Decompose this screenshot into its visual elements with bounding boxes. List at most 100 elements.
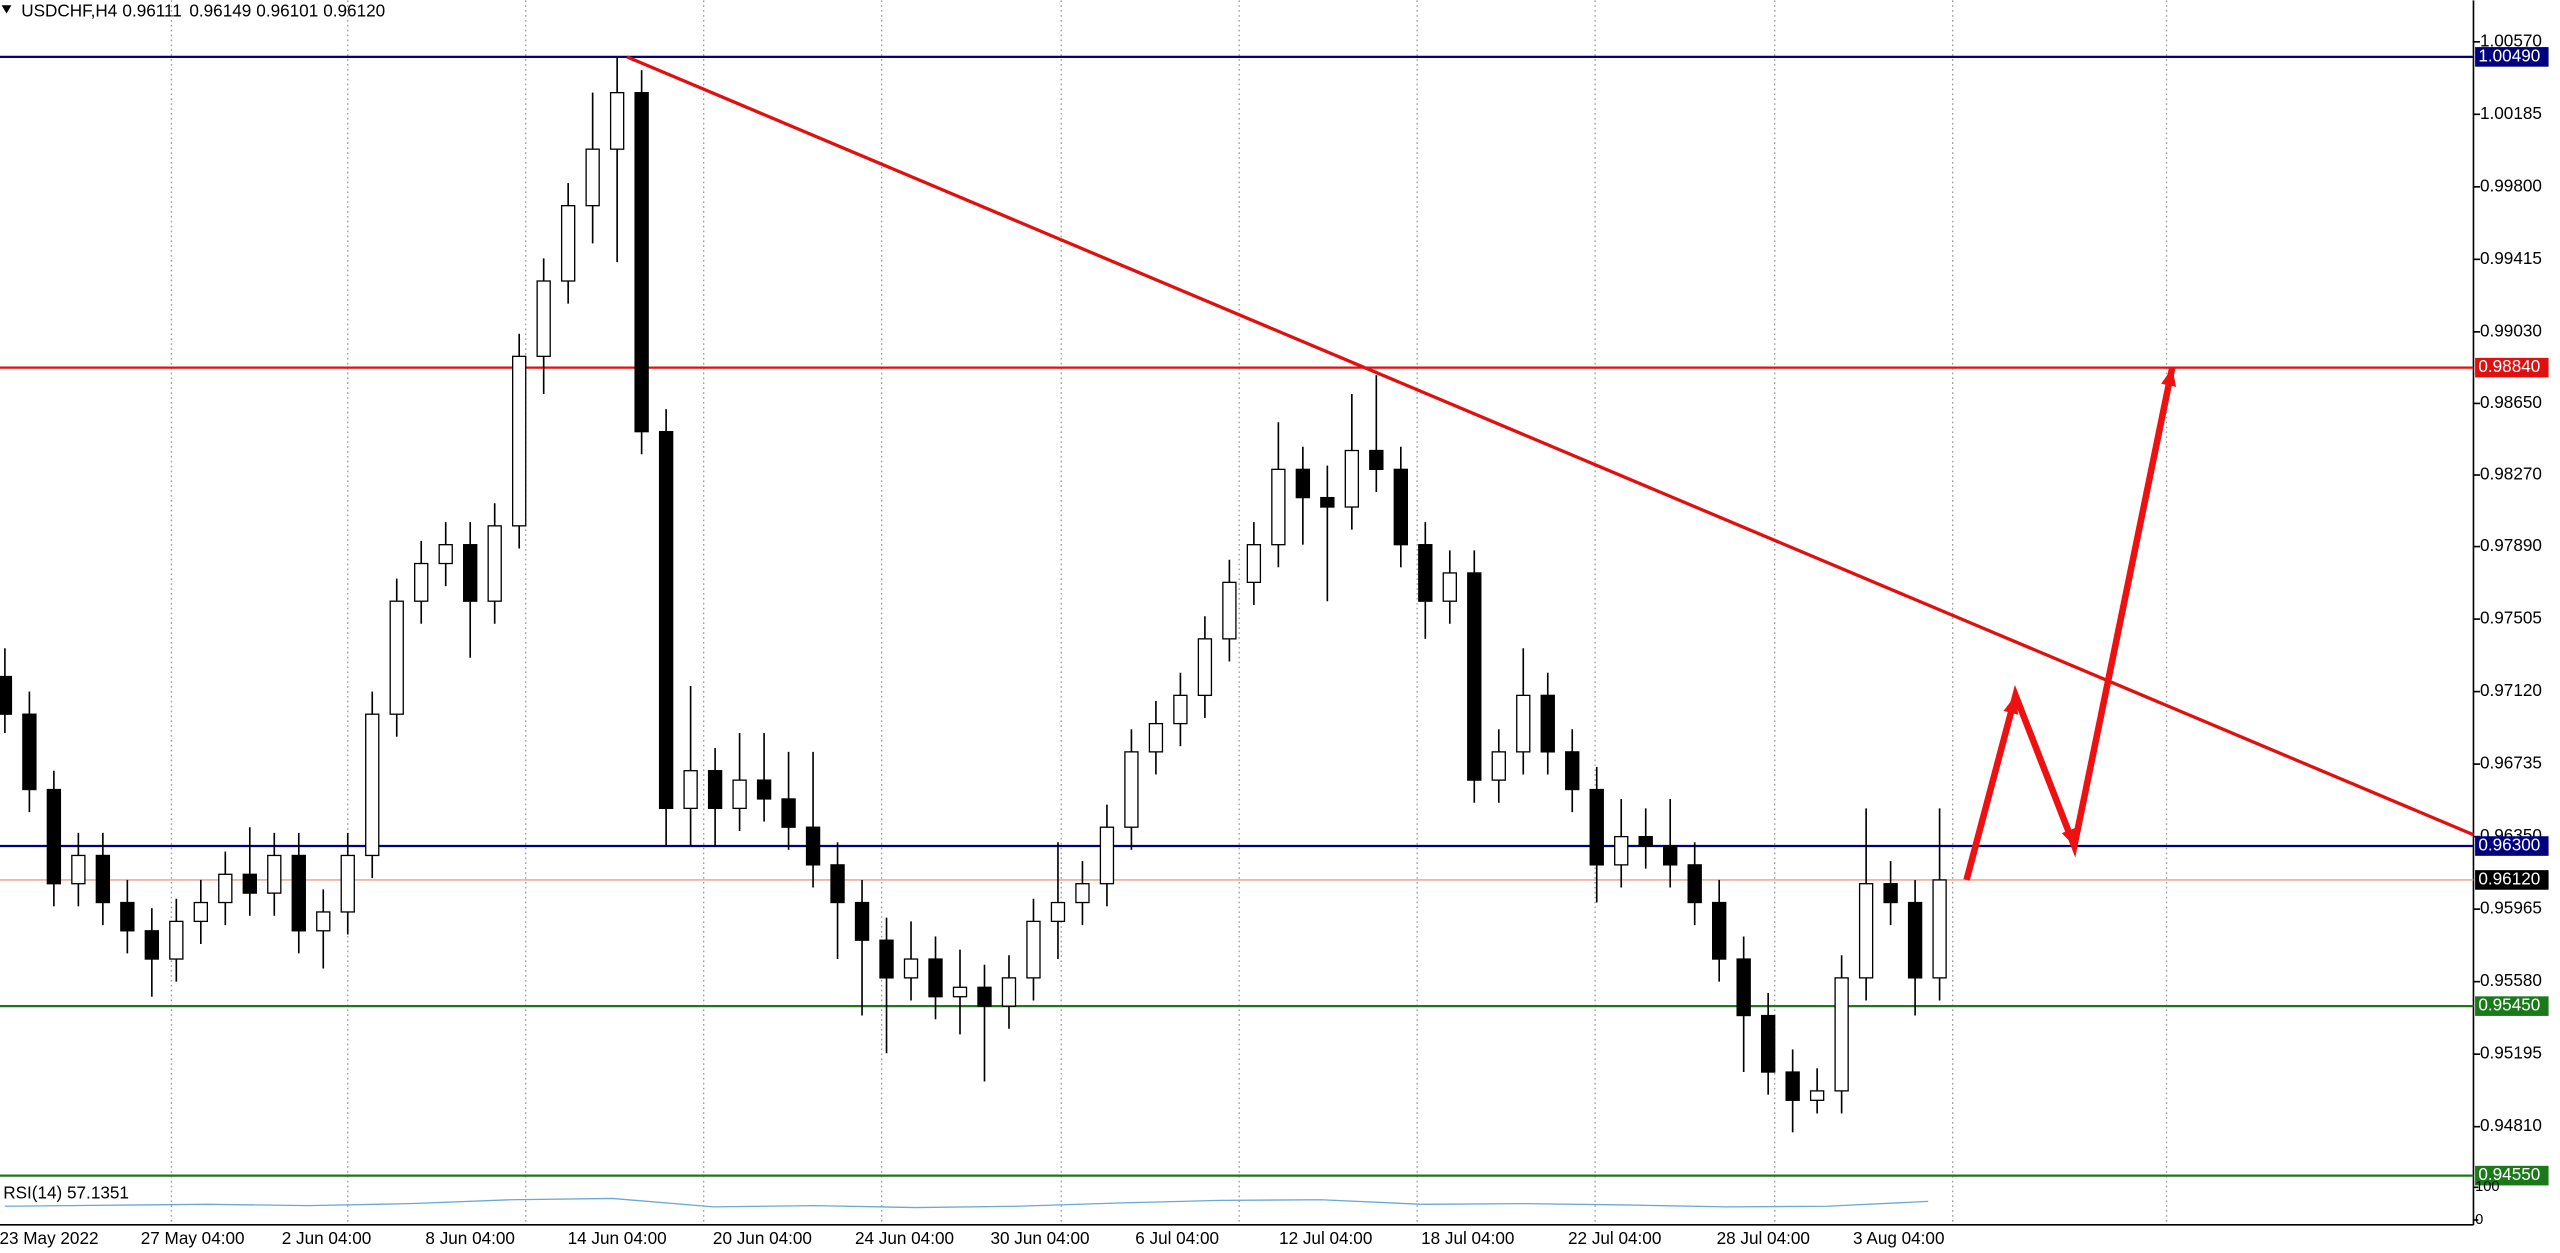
candle-body: [463, 544, 478, 602]
candle-body: [22, 713, 37, 791]
candle-body: [291, 854, 306, 932]
x-tick-label: 6 Jul 04:00: [1135, 1228, 1219, 1248]
x-tick-label: 12 Jul 04:00: [1279, 1228, 1372, 1248]
y-tick-label: 1.00570: [2480, 30, 2542, 50]
candle-body: [1099, 826, 1115, 885]
candle-body: [1785, 1071, 1800, 1101]
quote-close: 0.96120: [323, 0, 385, 20]
candle-body: [928, 958, 943, 998]
candle-body: [1883, 883, 1898, 904]
candle-body: [1834, 977, 1849, 1092]
y-tick-label: 0.94810: [2480, 1115, 2542, 1135]
rsi-label: RSI(14) 57.1351: [3, 1182, 129, 1202]
candle-body: [1320, 496, 1335, 508]
candle-body: [1736, 958, 1751, 1017]
candle-body: [1589, 788, 1604, 866]
forecast-arrow: [1963, 366, 2176, 881]
level-tag: [2475, 47, 2549, 67]
y-tick-label: 0.96735: [2480, 753, 2542, 773]
candle-body: [830, 864, 845, 904]
candle-body: [71, 854, 86, 885]
trendline: [626, 55, 2475, 837]
candle-body: [903, 958, 919, 979]
x-tick-label: 28 Jul 04:00: [1717, 1228, 1810, 1248]
symbol: USDCHF,H4: [21, 0, 118, 20]
candle-body: [707, 770, 723, 810]
candle-body: [560, 205, 576, 282]
candle-body: [1638, 835, 1653, 847]
y-tick-label: 1.00185: [2480, 103, 2542, 123]
candle-body: [95, 854, 111, 904]
level-label: 0.94550: [2478, 1164, 2540, 1184]
candle-body: [1809, 1090, 1825, 1101]
y-tick-label: 0.97890: [2480, 535, 2542, 555]
x-tick-label: 23 May 2022: [0, 1228, 98, 1248]
candle-body: [732, 779, 747, 810]
candle-body: [683, 770, 698, 810]
candle-body: [267, 854, 282, 894]
quote-high: 0.96149: [189, 0, 251, 20]
x-tick-label: 30 Jun 04:00: [990, 1228, 1089, 1248]
candle-body: [977, 986, 992, 1007]
candle-body: [1393, 468, 1408, 546]
candle-body: [365, 713, 380, 857]
candle-body: [511, 355, 527, 527]
candle-body: [46, 788, 62, 885]
y-tick-label: 0.95965: [2480, 898, 2542, 918]
rsi-line: [4, 1197, 1929, 1209]
candle-body: [1124, 751, 1139, 828]
candle-body: [1369, 449, 1384, 471]
candle-body: [1222, 581, 1237, 640]
x-tick-label: 22 Jul 04:00: [1568, 1228, 1661, 1248]
x-tick-label: 18 Jul 04:00: [1421, 1228, 1514, 1248]
level-label: 0.98840: [2478, 356, 2540, 376]
menu-triangle[interactable]: [1, 5, 12, 14]
y-tick-label: 0.95580: [2480, 970, 2542, 990]
candle-body: [1516, 694, 1531, 753]
candle-body: [242, 873, 257, 894]
candle-body: [756, 779, 772, 800]
candle-body: [1663, 845, 1678, 866]
level-tag: [2475, 870, 2549, 890]
candle-body: [389, 600, 404, 715]
candle-body: [438, 544, 453, 565]
candle-body: [879, 939, 894, 979]
level-tag: [2475, 836, 2549, 856]
candle-body: [218, 873, 233, 904]
candle-body: [169, 920, 184, 960]
candle-body: [536, 280, 551, 357]
y-tick-label: 0.98650: [2480, 392, 2542, 412]
level-tag: [2475, 1165, 2549, 1186]
x-tick-label: 14 Jun 04:00: [568, 1228, 667, 1248]
level-tag: [2475, 357, 2549, 378]
candle-body: [585, 148, 600, 207]
arrow-head: [2003, 695, 2019, 715]
candle-body: [340, 854, 355, 913]
candle-body: [144, 930, 160, 960]
candle-body: [1173, 694, 1188, 725]
x-tick-label: 24 Jun 04:00: [855, 1228, 954, 1248]
y-tick-label: 0.95195: [2480, 1043, 2542, 1063]
quote-open: 0.96111: [122, 0, 181, 20]
candle-body: [316, 911, 331, 932]
candle-body: [1565, 751, 1580, 791]
candle-body: [1271, 468, 1286, 546]
x-tick-label: 2 Jun 04:00: [282, 1228, 372, 1248]
candle-body: [0, 675, 13, 715]
candle-body: [1295, 468, 1311, 499]
candle-body: [952, 986, 968, 998]
y-tick-label: 0.97505: [2480, 608, 2542, 628]
candle-body: [1442, 572, 1457, 602]
candle-body: [1491, 751, 1506, 781]
candle-body: [634, 92, 649, 433]
candle-body: [1246, 544, 1262, 584]
candle-body: [854, 901, 870, 941]
rsi-tick-label: 0: [2475, 1212, 2483, 1228]
candle-body: [487, 525, 502, 602]
y-tick-label: 0.99800: [2480, 175, 2542, 195]
candle-body: [1001, 977, 1017, 1007]
candle-body: [1344, 449, 1360, 508]
candle-body: [1540, 694, 1555, 753]
x-tick-label: 3 Aug 04:00: [1853, 1228, 1944, 1248]
y-tick-label: 0.98270: [2480, 464, 2542, 484]
